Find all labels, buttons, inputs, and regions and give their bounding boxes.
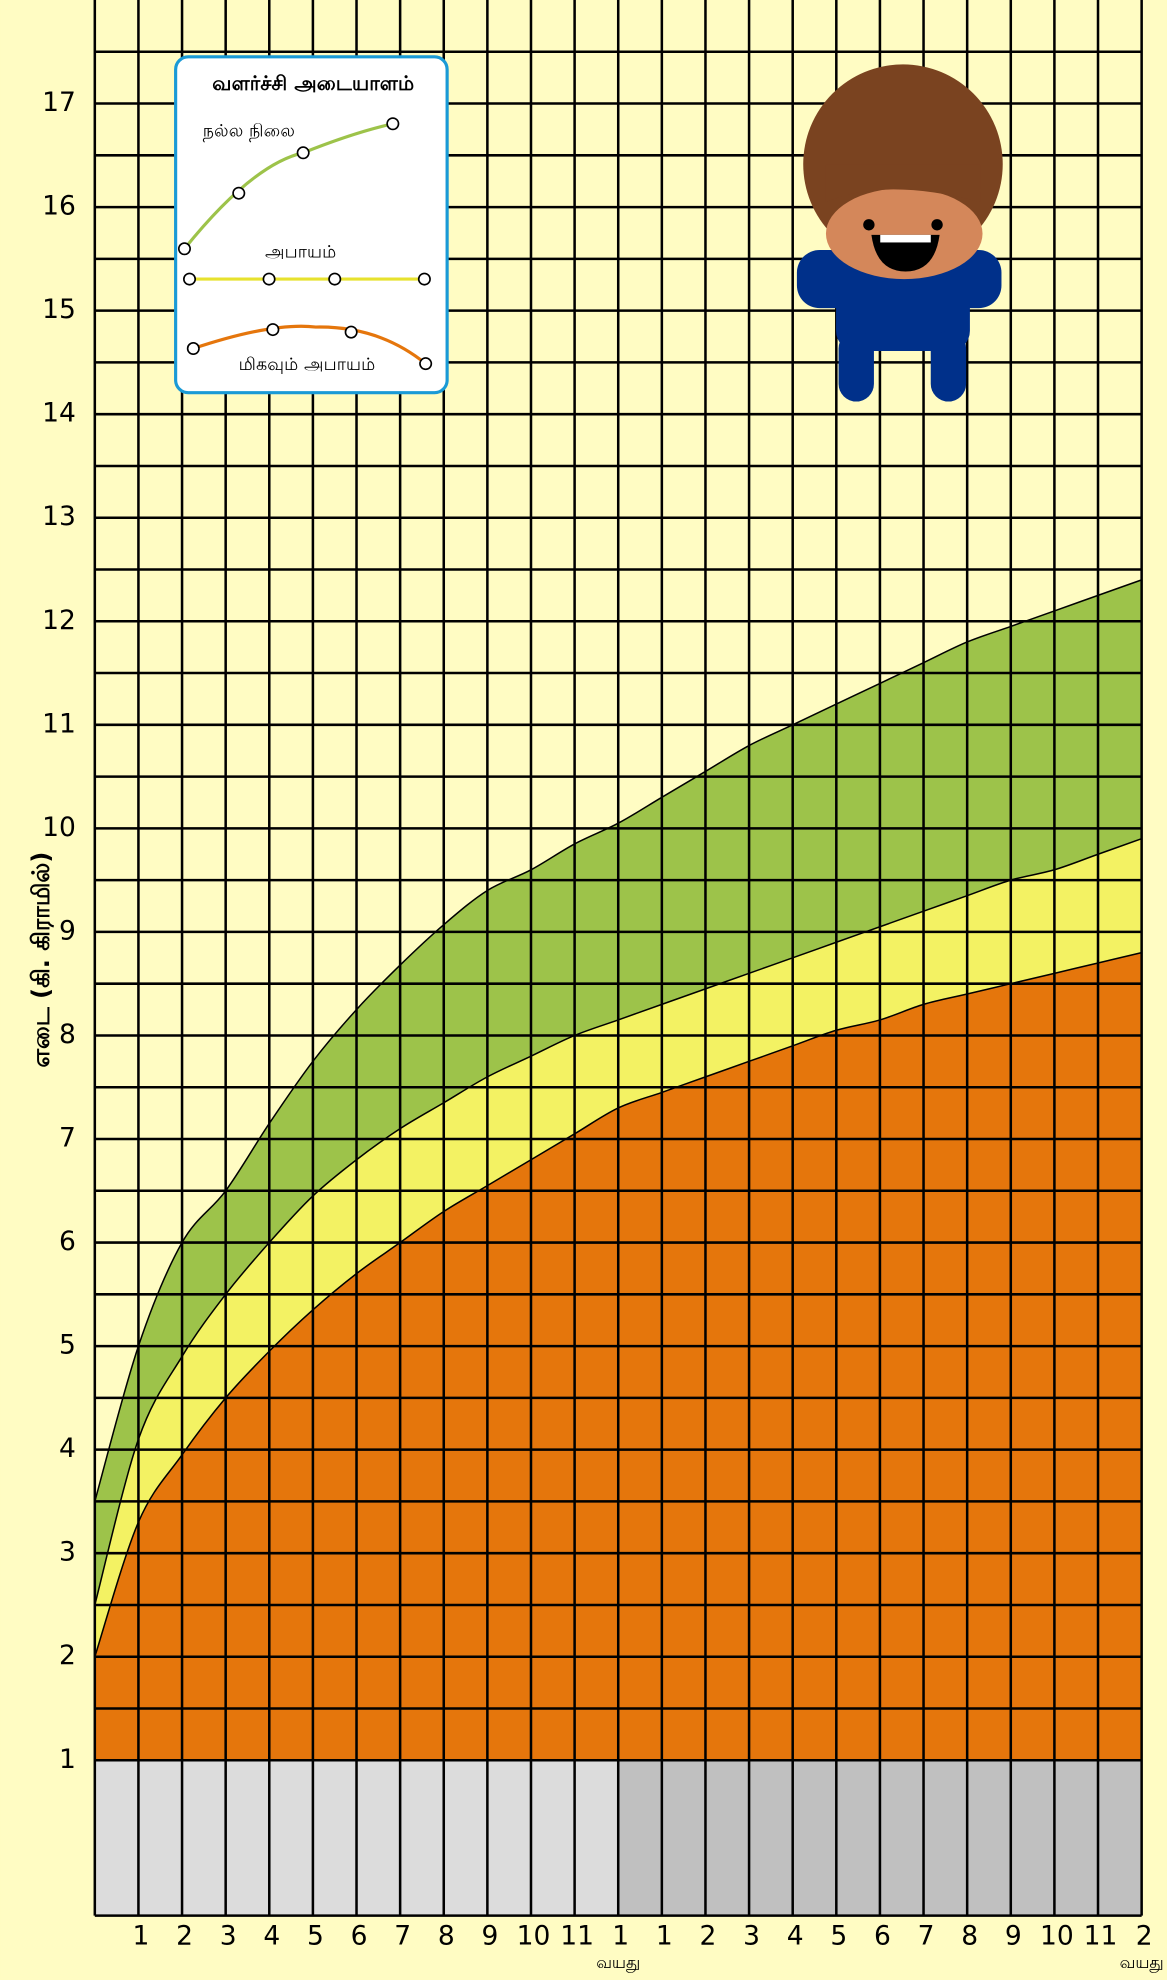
x-axis-title: வயது [1120,1953,1164,1973]
x-tick-label: 1 [656,1921,673,1952]
y-tick-label: 11 [42,708,76,739]
x-tick-label: 3 [743,1921,760,1952]
y-tick-label: 6 [59,1226,76,1257]
y-tick-label: 16 [42,191,76,222]
legend-dots [183,272,431,286]
x-tick-label: 5 [830,1921,847,1952]
x-tick-label: 1 [133,1921,150,1952]
y-tick-label: 7 [59,1123,76,1154]
band-area [94,838,1142,1657]
x-tick-label: 7 [918,1921,935,1952]
x-tick-label: 2 [1136,1921,1153,1952]
x-tick-label: 3 [220,1921,237,1952]
x-tick-label: 10 [517,1921,551,1952]
legend-dots [186,323,433,371]
y-tick-label: 13 [42,501,76,532]
x-tick-label: 5 [307,1921,324,1952]
legend-label: அபாயம் [265,243,336,263]
x-tick-label: 6 [351,1921,368,1952]
y-tick-label: 14 [42,398,76,429]
y-tick-label: 2 [59,1640,76,1671]
x-tick-label: 7 [394,1921,411,1952]
y-tick-label: 12 [42,605,76,636]
y-tick-label: 8 [59,1019,76,1050]
legend-label: நல்ல நிலை [203,121,295,142]
y-axis-title: எடை (கி. கிராமில்) [27,852,55,1068]
legend-label: மிகவும் அபாயம் [239,355,376,375]
legend-sample [192,324,427,365]
y-tick-label: 4 [59,1433,76,1464]
x-tick-label: 11 [1084,1921,1118,1952]
x-tick-label: 8 [438,1921,455,1952]
x-tick-label: 4 [787,1921,804,1952]
band-boundary [94,838,1142,1606]
y-tick-label: 3 [59,1537,76,1568]
y-tick-label: 10 [42,812,76,843]
x-tick-label: 9 [1005,1921,1022,1952]
y-tick-label: 15 [42,294,76,325]
x-tick-label: 10 [1040,1921,1074,1952]
x-tick-label: 6 [874,1921,891,1952]
x-tick-label: 8 [961,1921,978,1952]
grid [93,0,1143,1917]
x-axis-title: வயது [596,1953,640,1973]
y-tick-label: 5 [59,1330,76,1361]
x-tick-label: 2 [176,1921,193,1952]
x-tick-label: 11 [560,1921,594,1952]
x-tick-label: 1 [612,1921,629,1952]
legend-box [174,55,449,395]
x-tick-label: 2 [700,1921,717,1952]
x-tick-label: 9 [481,1921,498,1952]
child-illustration [796,64,1003,402]
legend: வளர்ச்சி அடையாளம் நல்ல நிலை அபாயம் மிகவு… [174,55,449,395]
y-tick-label: 17 [42,87,76,118]
x-tick-label: 4 [263,1921,280,1952]
legend-title: வளர்ச்சி அடையாளம் [212,71,414,95]
band-boundary [94,579,1142,1502]
legend-dots [177,117,400,256]
y-tick-label: 1 [59,1744,76,1775]
y-tick-label: 9 [59,915,76,946]
